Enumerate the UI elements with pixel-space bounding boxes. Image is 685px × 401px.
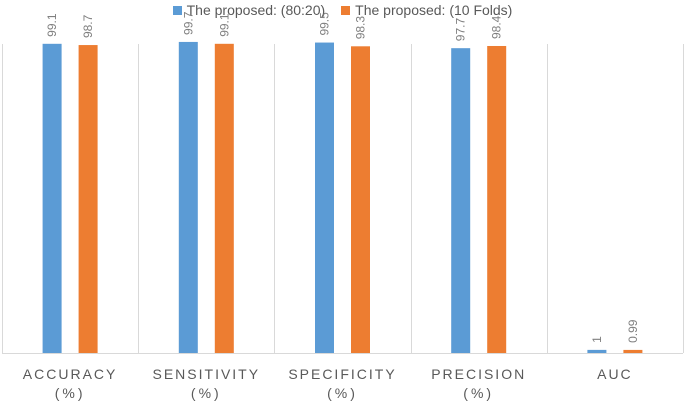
bar-1-5 (587, 349, 607, 353)
bar-1-1 (42, 43, 62, 354)
category-label-4-unit: (%) (463, 385, 494, 401)
category-label-1: ACCURACY (23, 366, 118, 382)
legend-label-series-2: The proposed: (10 Folds) (355, 2, 513, 18)
legend-swatch-series-2 (341, 5, 351, 15)
legend: The proposed: (80:20) The proposed: (10 … (0, 0, 685, 20)
bar-1-2 (178, 41, 198, 353)
bar-1-3 (315, 42, 334, 354)
bar-2-2 (214, 43, 234, 354)
category-label-3-unit: (%) (327, 385, 358, 401)
category-label-2: SENSITIVITY (153, 366, 261, 382)
bar-2-4 (487, 45, 507, 353)
category-label-5: AUC (597, 366, 633, 382)
data-label-1-3: 99.5 (318, 12, 332, 36)
category-label-1-unit: (%) (55, 385, 86, 401)
data-label-1-5: 1 (590, 336, 604, 343)
category-label-4: PRECISION (431, 366, 526, 382)
data-label-1-1: 99.1 (45, 13, 59, 37)
data-label-2-4: 98.4 (490, 15, 504, 39)
legend-label-series-1: The proposed: (80:20) (186, 2, 326, 18)
data-label-2-3: 98.3 (354, 16, 368, 40)
bar-2-3 (351, 46, 370, 353)
category-label-3: SPECIFICITY (288, 366, 396, 382)
data-label-2-5: 0.99 (626, 319, 640, 343)
data-label-1-2: 99.7 (181, 11, 195, 35)
bar-2-5 (623, 349, 643, 353)
legend-swatch-series-1 (172, 5, 182, 15)
bar-1-4 (451, 48, 471, 354)
category-label-2-unit: (%) (191, 385, 222, 401)
legend-item-series-1: The proposed: (80:20) (172, 2, 326, 18)
legend-item-series-2: The proposed: (10 Folds) (341, 2, 512, 18)
bar-2-1 (78, 45, 98, 353)
data-label-2-1: 98.7 (81, 14, 95, 38)
data-label-1-4: 97.7 (454, 17, 468, 41)
data-label-2-2: 99.1 (217, 13, 231, 37)
